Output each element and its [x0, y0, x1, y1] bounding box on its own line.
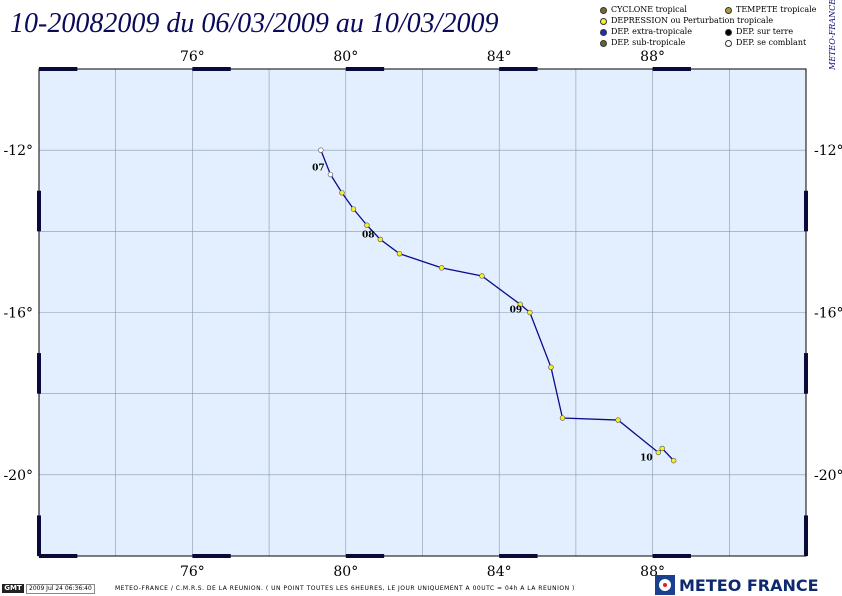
track-point	[396, 250, 403, 257]
lat-tick-label-left: -12°	[3, 143, 33, 159]
lat-tick-label-right: -20°	[814, 468, 842, 484]
frame-tick	[192, 554, 231, 558]
lat-tick-label-left: -20°	[3, 468, 33, 484]
map-title: 10-20082009 du 06/03/2009 au 10/03/2009	[10, 8, 499, 39]
frame-tick	[345, 67, 385, 71]
subtropical-dot-icon	[600, 39, 607, 47]
lon-tick-label-top: 80°	[333, 49, 358, 65]
day-label: 10	[640, 454, 653, 464]
brand-name: METEO FRANCE	[679, 575, 819, 595]
track-point	[655, 449, 662, 456]
track-point	[517, 301, 523, 308]
legend-item: DEP. sub-tropicale	[600, 38, 685, 47]
track-point	[548, 364, 554, 370]
track-point	[670, 457, 677, 464]
meteo-france-logo-icon	[655, 575, 675, 595]
depression-dot-icon	[600, 17, 607, 25]
legend-label: DEPRESSION ou Perturbation tropicale	[611, 16, 774, 25]
legend-item: DEPRESSION ou Perturbation tropicale	[600, 16, 773, 25]
frame-tick	[37, 190, 41, 232]
lon-tick-label-top: 84°	[487, 49, 512, 65]
generation-date: 2009 Jul 24 06:36:40	[26, 584, 95, 594]
lon-tick-label-bottom: 84°	[487, 564, 512, 580]
legend-label: TEMPETE tropicale	[736, 5, 817, 14]
frame-tick	[37, 515, 41, 556]
legend-item: DEP. sur terre	[725, 27, 793, 36]
frame-tick	[499, 554, 538, 558]
lon-tick-label-top: 76°	[180, 49, 205, 65]
footer: GMT 2009 Jul 24 06:36:40 METEO-FRANCE / …	[0, 575, 842, 595]
lat-tick-label-right: -16°	[814, 306, 842, 322]
graticule	[39, 69, 806, 556]
frame-tick	[192, 67, 231, 71]
track-points	[318, 147, 677, 464]
track-point	[659, 445, 665, 452]
day-label: 09	[510, 305, 523, 315]
map-frame	[37, 67, 808, 558]
frame-tick	[37, 353, 41, 394]
frame-tick	[39, 554, 78, 558]
lon-tick-label-top: 88°	[640, 49, 665, 65]
track-point	[364, 222, 370, 228]
frame-tick	[804, 515, 808, 556]
legend-item: CYCLONE tropical	[600, 5, 687, 14]
frame-tick	[804, 190, 808, 232]
axis-labels: 76°76°80°80°84°84°88°88°-12° -12°-16° -16°…	[3, 49, 842, 580]
legend-label: DEP. sub-tropicale	[611, 38, 686, 47]
legend-label: DEP. sur terre	[736, 27, 794, 36]
lon-tick-label-bottom: 76°	[180, 564, 205, 580]
track-point	[350, 206, 357, 212]
track-point	[479, 273, 485, 279]
legend-item: DEP. se comblant	[725, 38, 806, 47]
track-point	[527, 309, 533, 316]
legend-item: DEP. extra-tropicale	[600, 27, 692, 36]
legend-label: DEP. extra-tropicale	[611, 27, 692, 36]
track-point	[438, 265, 445, 271]
overland-dot-icon	[725, 28, 732, 36]
frame-tick	[804, 353, 808, 394]
brand: METEO FRANCE	[655, 574, 819, 596]
track-point	[327, 171, 334, 178]
lat-tick-label-left: -16°	[3, 306, 33, 322]
frame-tick	[39, 67, 78, 71]
filling-dot-icon	[725, 39, 732, 47]
legend-label: DEP. se comblant	[736, 38, 807, 47]
day-label: 08	[362, 230, 375, 240]
storm-dot-icon	[725, 6, 732, 14]
track-point	[615, 417, 621, 423]
cyclone-dot-icon	[600, 6, 607, 14]
legend-item: TEMPETE tropicale	[725, 5, 816, 14]
track-point	[559, 415, 566, 421]
lon-tick-label-bottom: 80°	[333, 564, 358, 580]
frame-tick	[652, 67, 691, 71]
legend-label: CYCLONE tropical	[611, 5, 687, 14]
track-point	[377, 236, 384, 243]
gmt-badge: GMT	[2, 584, 24, 593]
frame-tick	[345, 554, 385, 558]
track-point	[339, 190, 345, 196]
legend: CYCLONE tropical TEMPETE tropicale DEPRESS…	[600, 5, 820, 51]
track-point	[318, 147, 324, 153]
frame-tick	[652, 554, 691, 558]
extratropical-dot-icon	[600, 28, 607, 36]
frame-border	[38, 68, 807, 557]
frame-tick	[499, 67, 538, 71]
day-labels: 07 08 09 10	[312, 163, 652, 463]
credit-line: METEO-FRANCE / C.M.R.S. DE LA REUNION. (…	[115, 585, 575, 592]
day-label: 07	[312, 163, 325, 173]
lat-tick-label-right: -12°	[814, 143, 842, 159]
